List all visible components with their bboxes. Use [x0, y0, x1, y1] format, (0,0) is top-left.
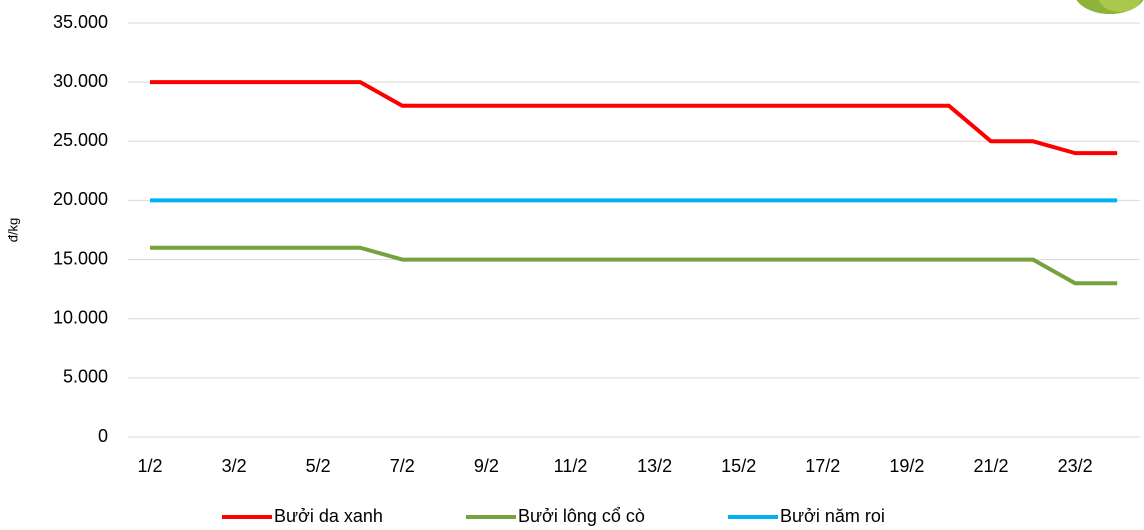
- y-tick-label: 15.000: [53, 248, 108, 268]
- x-tick-label: 5/2: [306, 456, 331, 476]
- y-tick-label: 0: [98, 426, 108, 446]
- y-tick-label: 25.000: [53, 130, 108, 150]
- y-tick-label: 5.000: [63, 367, 108, 387]
- x-tick-label: 7/2: [390, 456, 415, 476]
- x-tick-label: 23/2: [1058, 456, 1093, 476]
- series-line: [150, 245, 1118, 286]
- x-tick-label: 19/2: [889, 456, 924, 476]
- legend-label: Bưởi lông cổ cò: [518, 506, 645, 526]
- series-line: [150, 80, 1118, 156]
- x-tick-label: 3/2: [222, 456, 247, 476]
- y-tick-label: 20.000: [53, 189, 108, 209]
- x-tick-label: 9/2: [474, 456, 499, 476]
- decoration: [1098, 0, 1142, 12]
- y-tick-label: 30.000: [53, 71, 108, 91]
- y-tick-label: 10.000: [53, 307, 108, 327]
- legend-label: Bưởi năm roi: [780, 506, 885, 526]
- x-tick-label: 13/2: [637, 456, 672, 476]
- x-tick-label: 11/2: [554, 456, 588, 476]
- x-tick-label: 17/2: [805, 456, 840, 476]
- x-tick-label: 1/2: [137, 456, 162, 476]
- x-tick-label: 15/2: [721, 456, 756, 476]
- y-axis-label: đ/kg: [5, 218, 20, 243]
- x-tick-label: 21/2: [973, 456, 1008, 476]
- y-tick-label: 35.000: [53, 12, 108, 32]
- legend-label: Bưởi da xanh: [274, 506, 383, 526]
